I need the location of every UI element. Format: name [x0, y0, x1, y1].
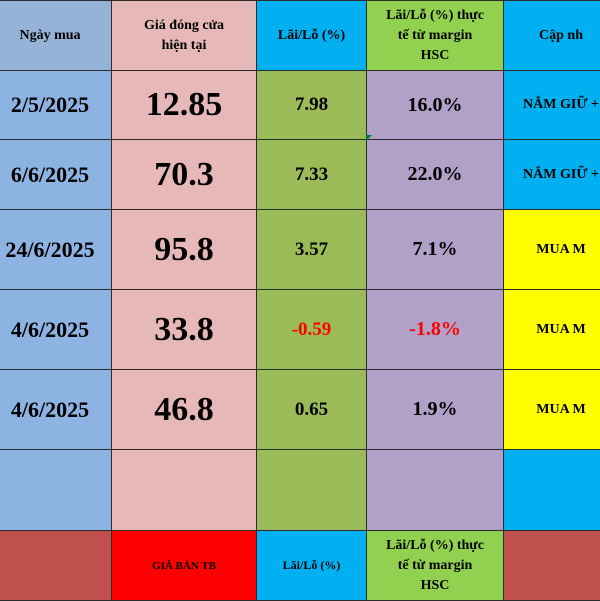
- cell-real: 16.0%: [367, 71, 504, 140]
- table-row: 2/5/2025 12.85 7.98 16.0% NẮM GIỮ +: [0, 71, 600, 140]
- cell-date: 4/6/2025: [0, 290, 112, 370]
- cell-real-empty: [367, 450, 504, 531]
- cell-update: MUA M: [504, 290, 600, 370]
- cell-price: 70.3: [112, 140, 257, 210]
- empty-row: [0, 450, 600, 531]
- footer-pl: Lãi/Lỗ (%): [257, 531, 367, 601]
- cell-pl: 7.33: [257, 140, 367, 210]
- cell-date: 2/5/2025: [0, 71, 112, 140]
- cell-price: 95.8: [112, 210, 257, 290]
- cell-pl: 0.65: [257, 370, 367, 450]
- table-row: 6/6/2025 70.3 7.33 22.0% NẮM GIỮ +: [0, 140, 600, 210]
- cell-pl-empty: [257, 450, 367, 531]
- cell-comment-marker: [366, 135, 372, 141]
- footer-date: [0, 531, 112, 601]
- cell-update: NẮM GIỮ +: [504, 71, 600, 140]
- table-row: 4/6/2025 33.8 -0.59 -1.8% MUA M: [0, 290, 600, 370]
- header-pl: Lãi/Lỗ (%): [257, 1, 367, 71]
- cell-pl: 7.98: [257, 71, 367, 140]
- cell-date-empty: [0, 450, 112, 531]
- cell-pl: 3.57: [257, 210, 367, 290]
- cell-real: 22.0%: [367, 140, 504, 210]
- cell-update: MUA M: [504, 210, 600, 290]
- cell-real: -1.8%: [367, 290, 504, 370]
- cell-date: 6/6/2025: [0, 140, 112, 210]
- footer-price: GIÁ BÁN TB: [112, 531, 257, 601]
- header-date: Ngày mua: [0, 1, 112, 71]
- cell-price-empty: [112, 450, 257, 531]
- cell-pl: -0.59: [257, 290, 367, 370]
- cell-date: 4/6/2025: [0, 370, 112, 450]
- cell-real: 7.1%: [367, 210, 504, 290]
- cell-date: 24/6/2025: [0, 210, 112, 290]
- cell-update: NẮM GIỮ +: [504, 140, 600, 210]
- header-update: Cập nh: [504, 1, 600, 71]
- cell-price: 12.85: [112, 71, 257, 140]
- cell-update-empty: [504, 450, 600, 531]
- footer-update: [504, 531, 600, 601]
- cell-price: 46.8: [112, 370, 257, 450]
- table-row: 24/6/2025 95.8 3.57 7.1% MUA M: [0, 210, 600, 290]
- cell-update: MUA M: [504, 370, 600, 450]
- cell-price: 33.8: [112, 290, 257, 370]
- cell-real: 1.9%: [367, 370, 504, 450]
- table-row: 4/6/2025 46.8 0.65 1.9% MUA M: [0, 370, 600, 450]
